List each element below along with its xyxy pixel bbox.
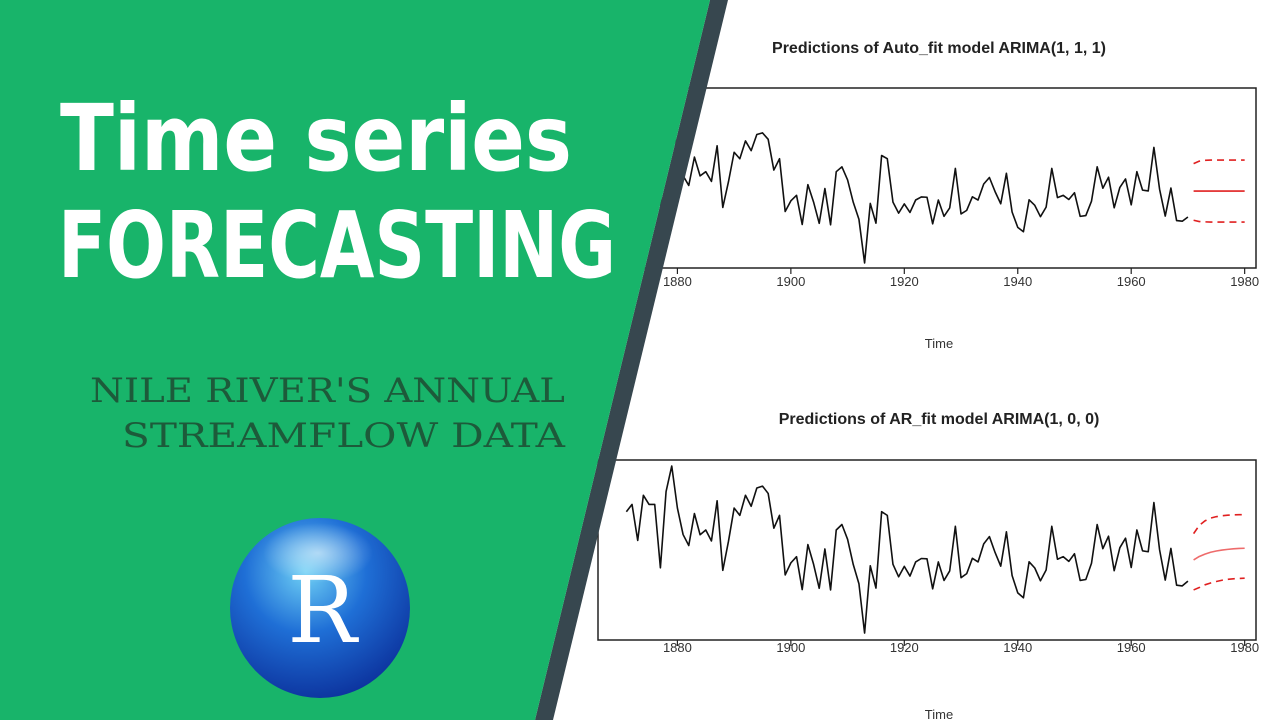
- title-line: FORECASTING: [58, 192, 616, 299]
- chart-title: Predictions of Auto_fit model ARIMA(1, 1…: [772, 40, 1106, 57]
- series-line: [625, 114, 1189, 264]
- logo-shine: [263, 523, 373, 583]
- x-tick-label: 1960: [1117, 274, 1146, 289]
- green-panel: [0, 0, 710, 720]
- x-tick-label: 1920: [890, 274, 919, 289]
- series-line: [1192, 513, 1245, 535]
- x-tick-label: 1940: [1003, 640, 1032, 655]
- x-tick-label: 1960: [1117, 640, 1146, 655]
- charts: Predictions of Auto_fit model ARIMA(1, 1…: [597, 40, 1259, 720]
- subtitle-line: STREAMFLOW DATA: [122, 416, 566, 456]
- series-line: [1193, 577, 1245, 591]
- x-tick-label: 1900: [776, 640, 805, 655]
- x-tick-label: 1920: [890, 640, 919, 655]
- series-line: [1193, 219, 1245, 223]
- series-line: [1193, 159, 1245, 165]
- x-tick-label: 1880: [663, 640, 692, 655]
- r-logo: R: [230, 518, 410, 698]
- title-line: Time series: [60, 85, 572, 192]
- divider-stripe: [535, 0, 728, 720]
- chart-title: Predictions of AR_fit model ARIMA(1, 0, …: [779, 411, 1100, 428]
- x-tick-label: 1980: [1230, 640, 1259, 655]
- x-tick-label: 1900: [776, 274, 805, 289]
- plot-frame: [597, 459, 1257, 641]
- x-tick-label: 1980: [1230, 274, 1259, 289]
- x-axis-label: Time: [925, 336, 953, 351]
- subtitle-line: NILE RIVER'S ANNUAL: [90, 371, 565, 411]
- x-tick-label: 1880: [663, 274, 692, 289]
- logo-letter: R: [287, 557, 359, 664]
- x-axis-label: Time: [925, 707, 953, 720]
- x-tick-label: 1940: [1003, 274, 1032, 289]
- series-line: [625, 465, 1189, 634]
- series-line: [1193, 547, 1245, 561]
